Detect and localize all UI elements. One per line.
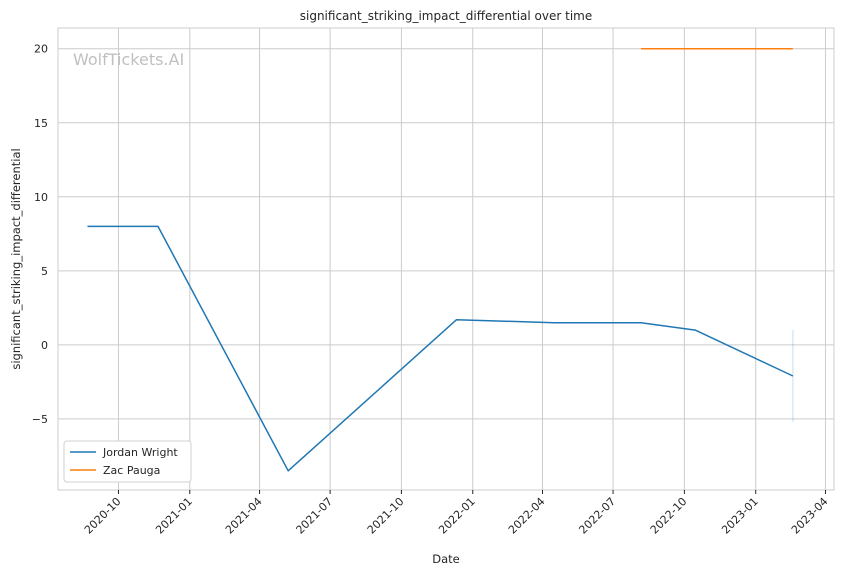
- x-tick-label: 2021-04: [223, 495, 265, 537]
- y-axis-label: significant_striking_impact_differential: [9, 148, 23, 369]
- x-tick-label: 2022-01: [436, 495, 478, 537]
- y-tick-label: 15: [34, 117, 48, 130]
- x-tick-label: 2023-01: [719, 495, 761, 537]
- series-layer: [87, 47, 794, 472]
- x-tick-label: 2022-07: [576, 495, 618, 537]
- y-tick-label: 10: [34, 191, 48, 204]
- y-tick-label: 20: [34, 43, 48, 56]
- legend: Jordan Wright Zac Pauga: [63, 440, 192, 483]
- watermark: WolfTickets.AI: [73, 50, 184, 69]
- x-tick-label: 2023-04: [789, 495, 831, 537]
- legend-label-zac-pauga: Zac Pauga: [103, 464, 160, 477]
- y-tick-label: 0: [41, 339, 48, 352]
- x-tick-label: 2022-04: [506, 495, 548, 537]
- grid: [58, 28, 834, 490]
- series-line-jordan-wright: [87, 225, 794, 472]
- y-tick-label: −5: [32, 413, 48, 426]
- plot-area: [57, 27, 835, 491]
- x-tick-label: 2021-07: [294, 495, 336, 537]
- x-tick-label: 2020-10: [82, 495, 124, 537]
- x-tick-label: 2021-10: [365, 495, 407, 537]
- x-tick-label: 2022-10: [648, 495, 690, 537]
- legend-label-jordan-wright: Jordan Wright: [102, 446, 178, 459]
- x-axis-ticks: 2020-10 2021-01 2021-04 2021-07 2021-10 2022-…: [82, 490, 831, 537]
- chart-title: significant_striking_impact_differential…: [300, 9, 592, 23]
- x-axis-label: Date: [432, 552, 460, 566]
- x-tick-label: 2021-01: [153, 495, 195, 537]
- y-tick-label: 5: [41, 265, 48, 278]
- y-axis-ticks: −5 0 5 10 15 20: [32, 43, 48, 426]
